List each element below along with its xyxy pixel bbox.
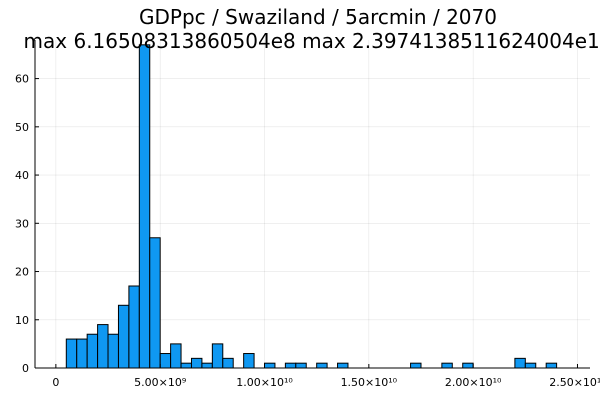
y-tick-label: 0: [22, 362, 29, 375]
histogram-bar: [180, 362, 192, 369]
x-tick-label: 5.00×10⁹: [134, 376, 186, 389]
histogram-bar: [243, 353, 255, 369]
x-tick-label: 1.00×10¹⁰: [236, 376, 293, 389]
y-tick-labels: 0 10 20 30 40 50 60: [15, 73, 39, 375]
y-tick-label: 30: [15, 217, 29, 230]
histogram-bar: [410, 362, 422, 369]
histogram-bar: [524, 362, 537, 369]
histogram-bar: [264, 362, 276, 369]
histogram-bar: [284, 362, 297, 369]
histogram-bar: [159, 353, 172, 369]
histogram-bar: [86, 333, 99, 369]
histogram-bar: [76, 338, 88, 369]
axes: [34, 40, 590, 369]
histogram-bar: [316, 362, 328, 369]
x-tick-label: 2.00×10¹⁰: [445, 376, 502, 389]
histogram-bar: [190, 357, 203, 369]
histogram-bar: [462, 362, 474, 369]
histogram-bar: [149, 237, 161, 369]
histogram-bar: [222, 357, 234, 369]
histogram-bar: [97, 324, 109, 369]
y-tick-label: 10: [15, 314, 29, 327]
y-tick-label: 50: [15, 121, 29, 134]
x-tick-labels: 0 5.00×10⁹ 1.00×10¹⁰ 1.50×10¹⁰ 2.00×10¹⁰ 2.50…: [52, 364, 600, 389]
histogram-bar: [545, 362, 558, 369]
histogram-bar: [514, 357, 526, 369]
y-tick-label: 60: [15, 73, 29, 86]
histogram-bar: [65, 338, 78, 369]
x-tick-label: 0: [52, 376, 59, 389]
histogram-bar: [295, 362, 307, 369]
chart-subtitle: max 6.16508313860504e8 max 2.39741385116…: [24, 29, 600, 53]
chart-title: GDPpc / Swaziland / 5arcmin / 2070: [139, 5, 497, 29]
histogram-bar: [138, 44, 151, 369]
histogram-bar: [211, 343, 224, 369]
histogram-bar: [337, 362, 349, 369]
x-tick-label: 1.50×10¹⁰: [341, 376, 398, 389]
histogram-bar: [441, 362, 453, 369]
histogram-bar: [107, 333, 119, 369]
histogram-bar: [128, 285, 140, 369]
y-tick-label: 20: [15, 266, 29, 279]
x-tick-label: 2.50×10¹⁰: [549, 376, 600, 389]
histogram-bar: [201, 362, 213, 369]
y-tick-label: 40: [15, 169, 29, 182]
histogram-bar: [117, 304, 130, 369]
histogram-bar: [170, 343, 182, 369]
grid: [35, 40, 590, 369]
